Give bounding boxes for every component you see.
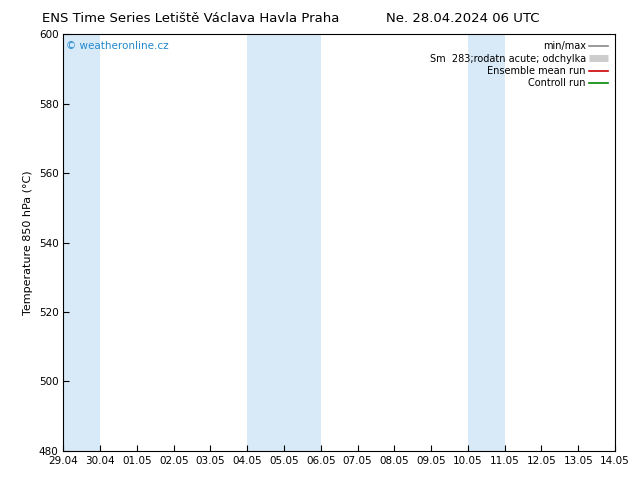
Legend: min/max, Sm  283;rodatn acute; odchylka, Ensemble mean run, Controll run: min/max, Sm 283;rodatn acute; odchylka, …: [428, 39, 610, 90]
Text: ENS Time Series Letiště Václava Havla Praha: ENS Time Series Letiště Václava Havla Pr…: [41, 12, 339, 25]
Bar: [63, 34, 100, 451]
Text: © weatheronline.cz: © weatheronline.cz: [66, 41, 169, 50]
Y-axis label: Temperature 850 hPa (°C): Temperature 850 hPa (°C): [23, 170, 33, 315]
Bar: [247, 34, 321, 451]
Text: Ne. 28.04.2024 06 UTC: Ne. 28.04.2024 06 UTC: [386, 12, 540, 25]
Bar: [468, 34, 505, 451]
